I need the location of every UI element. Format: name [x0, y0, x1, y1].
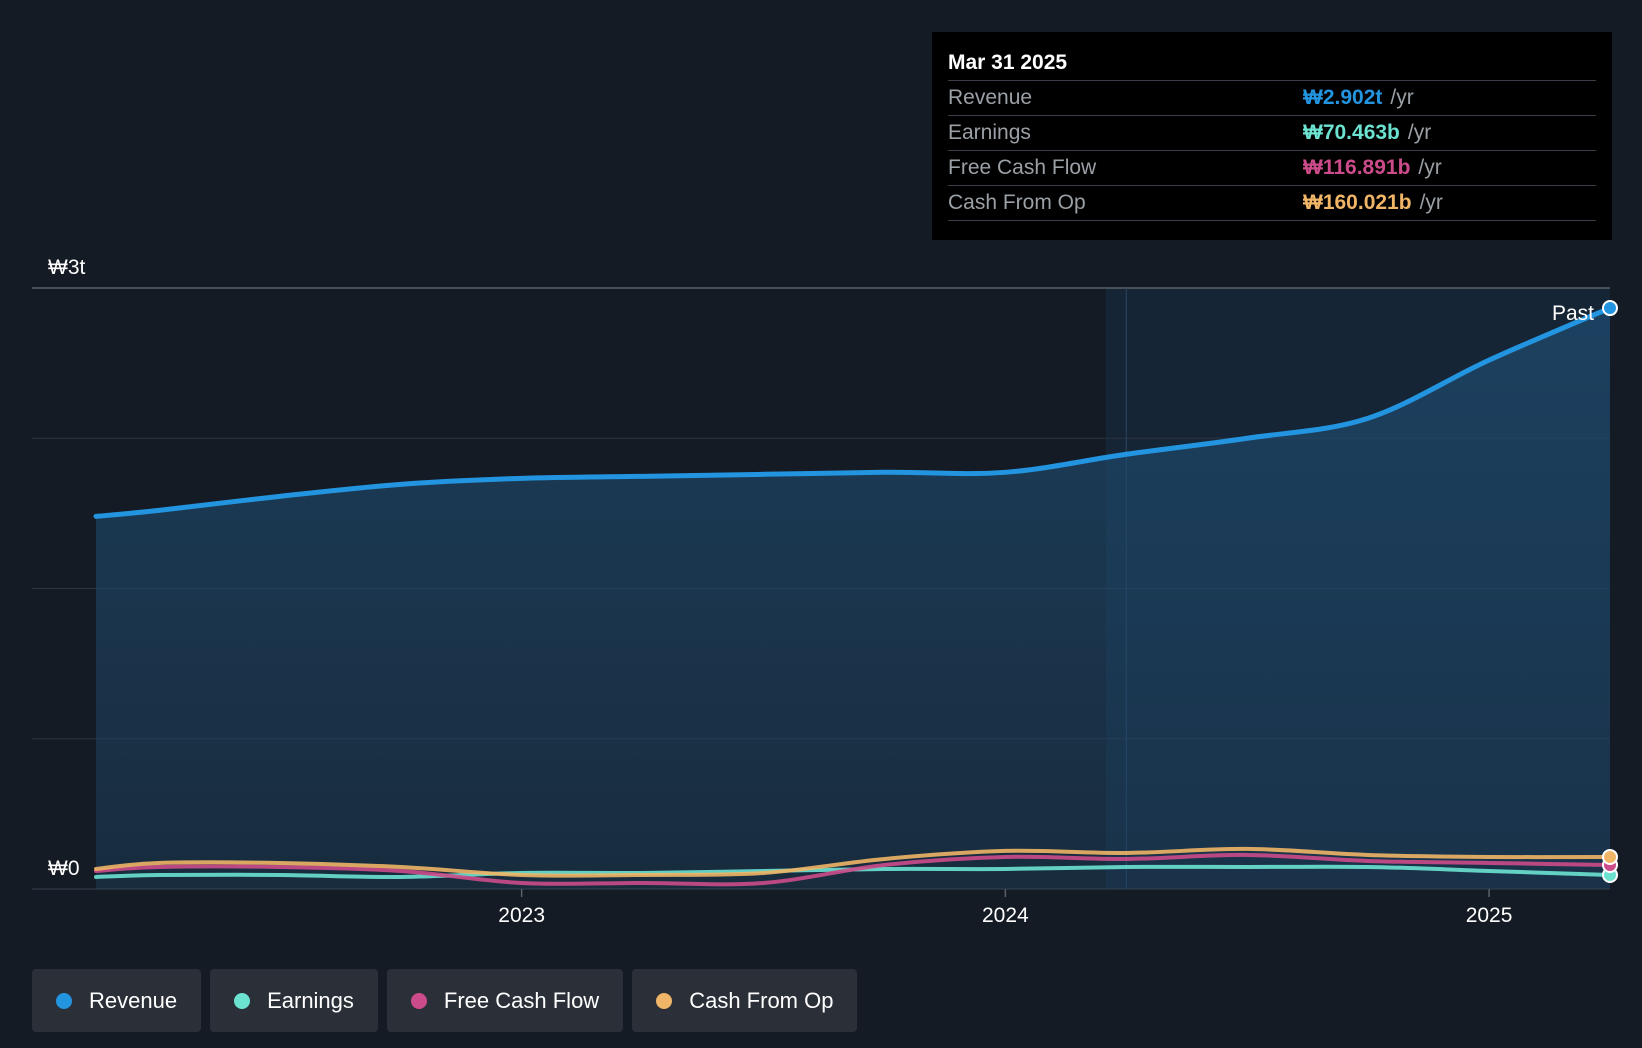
cash-from-op-end-point: [1602, 848, 1618, 865]
tooltip-row-revenue: Revenue ₩2.902t /yr: [948, 81, 1596, 116]
legend-label: Earnings: [267, 987, 354, 1013]
tooltip-value: ₩116.891b: [1303, 156, 1411, 179]
free-cash-flow-line: [94, 852, 1612, 887]
legend-item-free-cash-flow[interactable]: Free Cash Flow: [386, 969, 624, 1032]
revenue-line: [93, 305, 1613, 519]
tooltip-unit: /yr: [1390, 86, 1414, 109]
tooltip-row-earnings: Earnings ₩70.463b /yr: [948, 116, 1596, 151]
legend-item-revenue[interactable]: Revenue: [32, 969, 202, 1032]
x-tick-label: 2024: [982, 904, 1029, 927]
legend: Revenue Earnings Free Cash Flow Cash Fro…: [32, 969, 858, 1032]
legend-label: Cash From Op: [689, 987, 834, 1013]
y-tick-label: ₩3t: [48, 256, 86, 279]
tooltip-row-cash-from-op: Cash From Op ₩160.021b /yr: [948, 186, 1596, 221]
tooltip-label: Cash From Op: [948, 191, 1086, 214]
legend-item-cash-from-op[interactable]: Cash From Op: [632, 969, 858, 1032]
tooltip-date: Mar 31 2025: [948, 46, 1596, 81]
earnings-dot-icon: [234, 992, 251, 1009]
tooltip-value: ₩70.463b: [1303, 121, 1400, 144]
tooltip-label: Earnings: [948, 121, 1031, 144]
x-tick-label: 2023: [498, 904, 545, 927]
tooltip-unit: /yr: [1418, 156, 1442, 179]
past-label: Past: [1552, 302, 1594, 325]
revenue-end-point: [1602, 300, 1618, 317]
tooltip: Mar 31 2025 Revenue ₩2.902t /yr Earnings…: [932, 32, 1612, 240]
revenue-area: [96, 308, 1610, 889]
x-tick-label: 2025: [1466, 904, 1513, 927]
free-cash-flow-dot-icon: [410, 992, 427, 1009]
legend-label: Revenue: [89, 987, 178, 1013]
legend-label: Free Cash Flow: [443, 987, 600, 1013]
tooltip-unit: /yr: [1407, 121, 1432, 144]
cash-from-op-dot-icon: [656, 992, 673, 1009]
tooltip-row-free-cash-flow: Free Cash Flow ₩116.891b /yr: [948, 151, 1596, 186]
earnings-line: [94, 864, 1612, 880]
tooltip-unit: /yr: [1419, 191, 1443, 214]
revenue-dot-icon: [56, 992, 72, 1009]
tooltip-value: ₩160.021b: [1303, 191, 1412, 214]
legend-item-earnings[interactable]: Earnings: [210, 969, 378, 1032]
cash-from-op-line: [94, 846, 1612, 878]
tooltip-label: Free Cash Flow: [948, 156, 1097, 179]
chart: ₩0 ₩3t 2023 2024 2025 Past: [32, 256, 1618, 927]
tooltip-label: Revenue: [948, 86, 1033, 109]
tooltip-value: ₩2.902t: [1303, 86, 1383, 109]
y-tick-label: ₩0: [48, 857, 80, 880]
